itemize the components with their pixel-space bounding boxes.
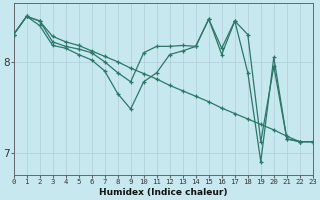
X-axis label: Humidex (Indice chaleur): Humidex (Indice chaleur)	[99, 188, 228, 197]
